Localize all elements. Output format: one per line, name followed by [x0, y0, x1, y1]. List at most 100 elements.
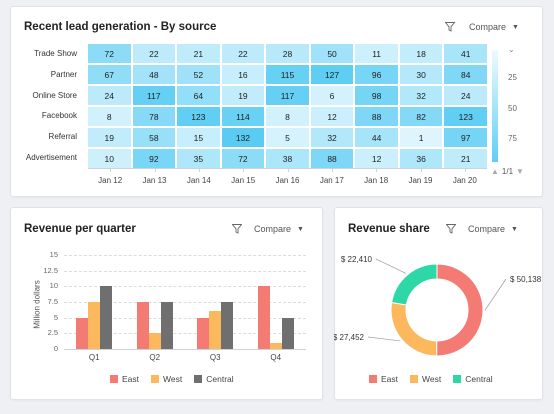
legend-item-central[interactable]: Central — [194, 374, 234, 384]
heatmap-cell[interactable]: 38 — [266, 149, 309, 168]
heatmap-cell[interactable]: 21 — [444, 149, 487, 168]
heatmap-cell[interactable]: 24 — [88, 86, 131, 105]
heatmap-cell[interactable]: 24 — [444, 86, 487, 105]
x-tick-label: Q4 — [270, 353, 282, 362]
legend-item-central[interactable]: Central — [453, 374, 493, 384]
heatmap-cell[interactable]: 18 — [399, 44, 443, 63]
bar-central[interactable] — [281, 317, 294, 349]
legend-item-west[interactable]: West — [151, 374, 182, 384]
heatmap-cell[interactable]: 8 — [266, 107, 309, 126]
heatmap-cell[interactable]: 32 — [310, 128, 354, 147]
heatmap-cell[interactable]: 6 — [310, 86, 354, 105]
revenue-quarter-title: Revenue per quarter — [24, 223, 136, 235]
bar-east[interactable] — [136, 302, 149, 349]
heatmap-cell[interactable]: 11 — [355, 44, 398, 63]
gridline — [64, 286, 306, 288]
heatmap-cell[interactable]: 10 — [88, 149, 131, 168]
heatmap-cell[interactable]: 12 — [310, 107, 354, 126]
heatmap-column-label: Jan 16 — [275, 176, 300, 185]
heatmap-cell[interactable]: 5 — [266, 128, 309, 147]
filter-icon[interactable] — [445, 22, 455, 32]
heatmap-cell[interactable]: 88 — [310, 149, 354, 168]
heatmap-cell[interactable]: 78 — [132, 107, 176, 126]
heatmap-cell[interactable]: 50 — [310, 44, 354, 63]
compare-label: Compare — [254, 224, 292, 234]
legend-swatch — [453, 375, 462, 383]
page-down-icon[interactable]: ▼ — [516, 167, 524, 176]
bar-central[interactable] — [160, 302, 173, 349]
bar-west[interactable] — [269, 342, 282, 349]
heatmap-cell[interactable]: 48 — [132, 65, 176, 84]
gridline — [64, 333, 306, 335]
heatmap-cell[interactable]: 64 — [177, 86, 220, 105]
bar-east[interactable] — [197, 317, 210, 349]
heatmap-cell[interactable]: 117 — [266, 86, 309, 105]
heatmap-cell[interactable]: 123 — [177, 107, 220, 126]
filter-icon[interactable] — [446, 224, 456, 234]
y-tick-label: 5 — [53, 312, 58, 322]
heatmap-cell[interactable]: 15 — [177, 128, 220, 147]
heatmap-cell[interactable]: 117 — [132, 86, 176, 105]
heatmap-cell[interactable]: 72 — [88, 44, 131, 63]
legend-item-east[interactable]: East — [110, 374, 139, 384]
scale-top-chevron-icon[interactable]: ⌄ — [508, 45, 515, 54]
heatmap-cell[interactable]: 16 — [221, 65, 265, 84]
heatmap-cell[interactable]: 41 — [444, 44, 487, 63]
heatmap-cell[interactable]: 72 — [221, 149, 265, 168]
donut-slice-west[interactable] — [390, 301, 438, 357]
heatmap-cell[interactable]: 115 — [266, 65, 309, 84]
revenue-share-compare-dropdown[interactable]: Compare ▼ — [446, 224, 518, 234]
legend-item-west[interactable]: West — [410, 374, 441, 384]
heatmap-axis-tick — [376, 168, 378, 172]
heatmap-cell[interactable]: 98 — [355, 86, 398, 105]
donut-slice-central[interactable] — [391, 263, 438, 306]
chevron-down-icon: ▼ — [511, 225, 518, 233]
heatmap-cell[interactable]: 28 — [266, 44, 309, 63]
heatmap-cell[interactable]: 35 — [177, 149, 220, 168]
heatmap-compare-dropdown[interactable]: Compare ▼ — [445, 22, 519, 32]
legend-label: Central — [465, 374, 493, 384]
page-up-icon[interactable]: ▲ — [491, 167, 499, 176]
heatmap-cell[interactable]: 32 — [399, 86, 443, 105]
bar-east[interactable] — [257, 286, 270, 349]
heatmap-cell[interactable]: 30 — [399, 65, 443, 84]
filter-icon[interactable] — [232, 224, 242, 234]
heatmap-column-label: Jan 13 — [142, 176, 167, 185]
heatmap-cell[interactable]: 114 — [221, 107, 265, 126]
donut-slice-east[interactable] — [436, 263, 484, 357]
heatmap-cell[interactable]: 127 — [310, 65, 354, 84]
heatmap-cell[interactable]: 8 — [88, 107, 131, 126]
heatmap-cell[interactable]: 92 — [132, 149, 176, 168]
bar-east[interactable] — [76, 317, 89, 349]
heatmap-cell[interactable]: 52 — [177, 65, 220, 84]
heatmap-cell[interactable]: 19 — [88, 128, 131, 147]
bar-west[interactable] — [209, 311, 222, 349]
heatmap-cell[interactable]: 82 — [399, 107, 443, 126]
bar-central[interactable] — [221, 302, 234, 349]
bar-central[interactable] — [100, 286, 113, 349]
heatmap-cell[interactable]: 67 — [88, 65, 131, 84]
heatmap-cell[interactable]: 58 — [132, 128, 176, 147]
heatmap-cell[interactable]: 97 — [444, 128, 487, 147]
heatmap-cell[interactable]: 36 — [399, 149, 443, 168]
heatmap-cell[interactable]: 19 — [221, 86, 265, 105]
heatmap-cell[interactable]: 1 — [399, 128, 443, 147]
heatmap-cell[interactable]: 44 — [355, 128, 398, 147]
y-tick-label: 2.5 — [47, 328, 58, 338]
revenue-quarter-compare-dropdown[interactable]: Compare ▼ — [232, 224, 304, 234]
bar-west[interactable] — [148, 333, 161, 349]
heatmap-cell[interactable]: 22 — [221, 44, 265, 63]
heatmap-cell[interactable]: 21 — [177, 44, 220, 63]
heatmap-cell[interactable]: 84 — [444, 65, 487, 84]
legend-swatch — [110, 375, 118, 383]
legend-swatch — [410, 375, 419, 383]
heatmap-cell[interactable]: 12 — [355, 149, 398, 168]
heatmap-cell[interactable]: 22 — [132, 44, 176, 63]
y-tick-label: 15 — [49, 250, 58, 259]
heatmap-cell[interactable]: 96 — [355, 65, 398, 84]
heatmap-cell[interactable]: 88 — [355, 107, 398, 126]
heatmap-cell[interactable]: 132 — [221, 128, 265, 147]
legend-item-east[interactable]: East — [369, 374, 398, 384]
bar-west[interactable] — [88, 302, 101, 349]
heatmap-cell[interactable]: 123 — [444, 107, 487, 126]
